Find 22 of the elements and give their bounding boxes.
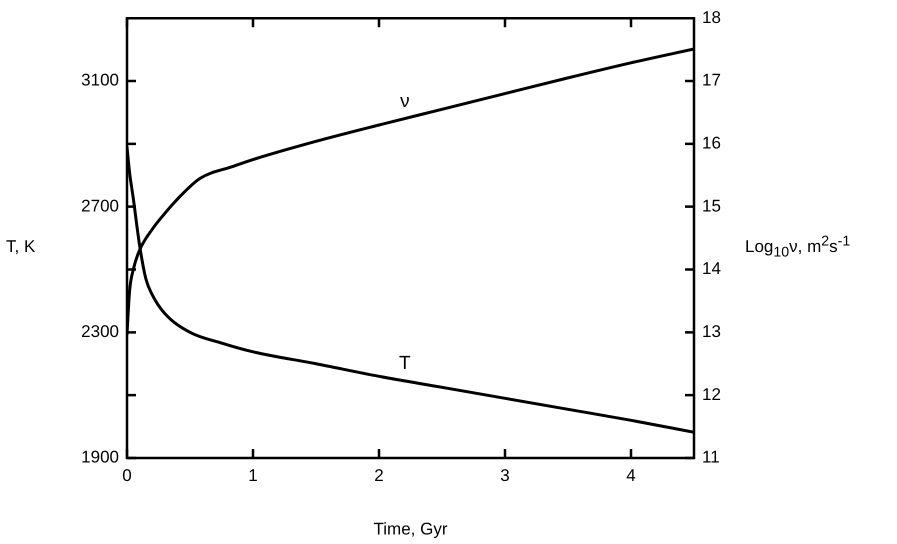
x-tick-label: 1 [248, 466, 258, 485]
series-label: T [399, 353, 412, 374]
y2-tick-label: 14 [702, 259, 721, 278]
y-tick-label: 2700 [81, 196, 119, 216]
y2-tick-label: 18 [702, 8, 721, 27]
x-tick-label: 4 [626, 466, 636, 485]
series-label: ν [400, 90, 410, 112]
y2-tick-label: 17 [702, 70, 721, 90]
y2-axis-title: Log$_{10}$ν, m$^{2}$s$^{-1}$ [745, 233, 850, 261]
y-tick-label: 1900 [81, 448, 119, 467]
x-axis-title: Time, Gyr [374, 519, 448, 538]
y2-tick-label: 16 [702, 134, 721, 153]
y-axis-title: T, K [6, 237, 36, 257]
y-tick-label: 3100 [81, 70, 119, 90]
y2-tick-label: 15 [702, 196, 721, 216]
y2-tick-label: 11 [702, 448, 720, 467]
x-tick-label: 0 [122, 466, 132, 485]
y2-tick-label: 13 [702, 322, 721, 342]
x-tick-label: 3 [500, 466, 510, 485]
y-tick-label: 2300 [81, 322, 119, 342]
y2-tick-label: 12 [702, 384, 721, 404]
x-tick-label: 2 [374, 466, 384, 485]
